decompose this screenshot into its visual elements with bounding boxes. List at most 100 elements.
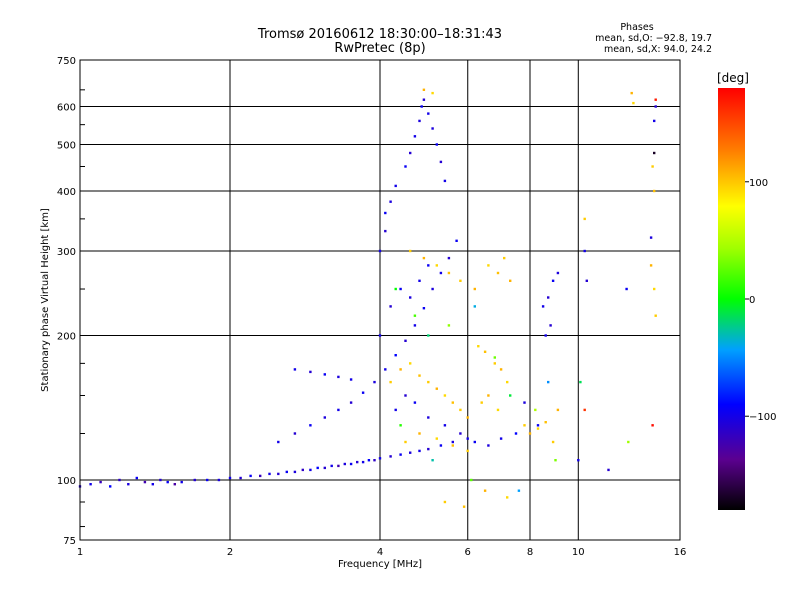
data-point — [435, 387, 438, 390]
data-point — [361, 460, 365, 464]
data-point — [373, 459, 376, 462]
data-point — [427, 264, 430, 267]
y-tick-label: 75 — [63, 536, 76, 547]
data-point — [431, 287, 434, 291]
data-point — [462, 505, 466, 508]
data-point — [301, 468, 304, 472]
data-point — [466, 416, 469, 419]
data-point — [493, 356, 496, 359]
data-point — [349, 462, 353, 466]
data-point — [506, 496, 509, 499]
data-point — [127, 483, 130, 486]
y-tick-label: 100 — [57, 476, 76, 487]
data-point — [337, 375, 340, 379]
data-point — [435, 437, 438, 440]
data-point — [506, 380, 509, 384]
data-point — [404, 440, 407, 444]
data-point — [487, 394, 490, 397]
data-point — [277, 472, 280, 476]
data-point — [470, 478, 473, 482]
x-tick-label: 6 — [465, 547, 471, 558]
data-point — [316, 466, 319, 470]
data-point — [378, 334, 382, 337]
data-point — [473, 305, 476, 308]
y-tick-label: 300 — [57, 247, 76, 258]
data-point — [389, 380, 392, 384]
data-point — [607, 468, 610, 472]
data-point — [394, 287, 397, 291]
data-point — [654, 105, 657, 108]
data-point — [554, 459, 557, 462]
data-point — [583, 217, 586, 221]
x-tick-label: 2 — [227, 547, 233, 558]
data-point — [583, 249, 586, 253]
data-point — [166, 480, 169, 484]
data-point — [249, 474, 252, 478]
data-point — [323, 466, 326, 470]
data-point — [409, 451, 412, 454]
data-point — [409, 296, 412, 299]
phase-statistics-o: mean, sd,O: −92.8, 19.7 — [595, 33, 712, 44]
data-point — [556, 408, 560, 412]
data-point — [394, 408, 397, 412]
data-point — [443, 500, 447, 504]
data-point — [418, 279, 421, 282]
data-point — [293, 470, 297, 474]
data-point — [551, 279, 555, 282]
data-point — [649, 264, 653, 267]
data-point — [496, 271, 500, 275]
data-point — [389, 305, 392, 308]
data-point — [493, 362, 496, 365]
data-point — [547, 296, 550, 299]
data-point — [653, 119, 656, 123]
data-point — [632, 101, 635, 105]
data-point — [422, 256, 426, 260]
data-point — [473, 287, 476, 291]
data-point — [404, 165, 407, 168]
data-point — [418, 449, 421, 453]
phase-statistics-x: mean, sd,X: 94.0, 24.2 — [603, 44, 712, 55]
data-point — [323, 416, 326, 419]
data-point — [413, 135, 417, 138]
data-point — [293, 432, 297, 435]
data-point — [654, 98, 657, 101]
data-point — [443, 179, 447, 183]
data-point — [159, 478, 162, 482]
data-point — [99, 480, 102, 484]
plot-frame — [79, 59, 681, 541]
data-point — [109, 485, 112, 488]
data-point — [459, 432, 462, 435]
data-point — [473, 440, 476, 444]
data-point — [523, 401, 526, 404]
data-point — [544, 334, 547, 337]
data-point — [547, 380, 550, 384]
data-point — [651, 424, 654, 427]
data-point — [499, 437, 503, 440]
data-point — [409, 151, 412, 155]
data-point — [583, 408, 586, 412]
data-point — [356, 460, 359, 464]
data-point — [487, 444, 490, 447]
x-tick-label: 8 — [527, 547, 533, 558]
data-point — [422, 307, 426, 310]
data-point — [509, 394, 512, 397]
y-tick-label: 750 — [57, 56, 76, 67]
data-point — [651, 165, 654, 168]
data-point — [487, 264, 490, 267]
colorbar-tick-label: −100 — [749, 412, 776, 423]
data-point — [544, 421, 547, 424]
data-point — [367, 459, 371, 462]
phase-statistics: Phases mean, sd,O: −92.8, 19.7 mean, sd,… — [582, 22, 712, 55]
data-point — [439, 444, 443, 447]
data-point — [499, 368, 503, 371]
data-point — [337, 408, 340, 412]
data-point — [418, 374, 421, 377]
data-point — [413, 314, 417, 317]
data-point — [399, 287, 402, 291]
data-point — [427, 334, 430, 337]
colorbar-label: [deg] — [717, 71, 749, 85]
data-point — [413, 324, 417, 327]
data-point — [394, 184, 397, 188]
data-points — [78, 88, 657, 508]
